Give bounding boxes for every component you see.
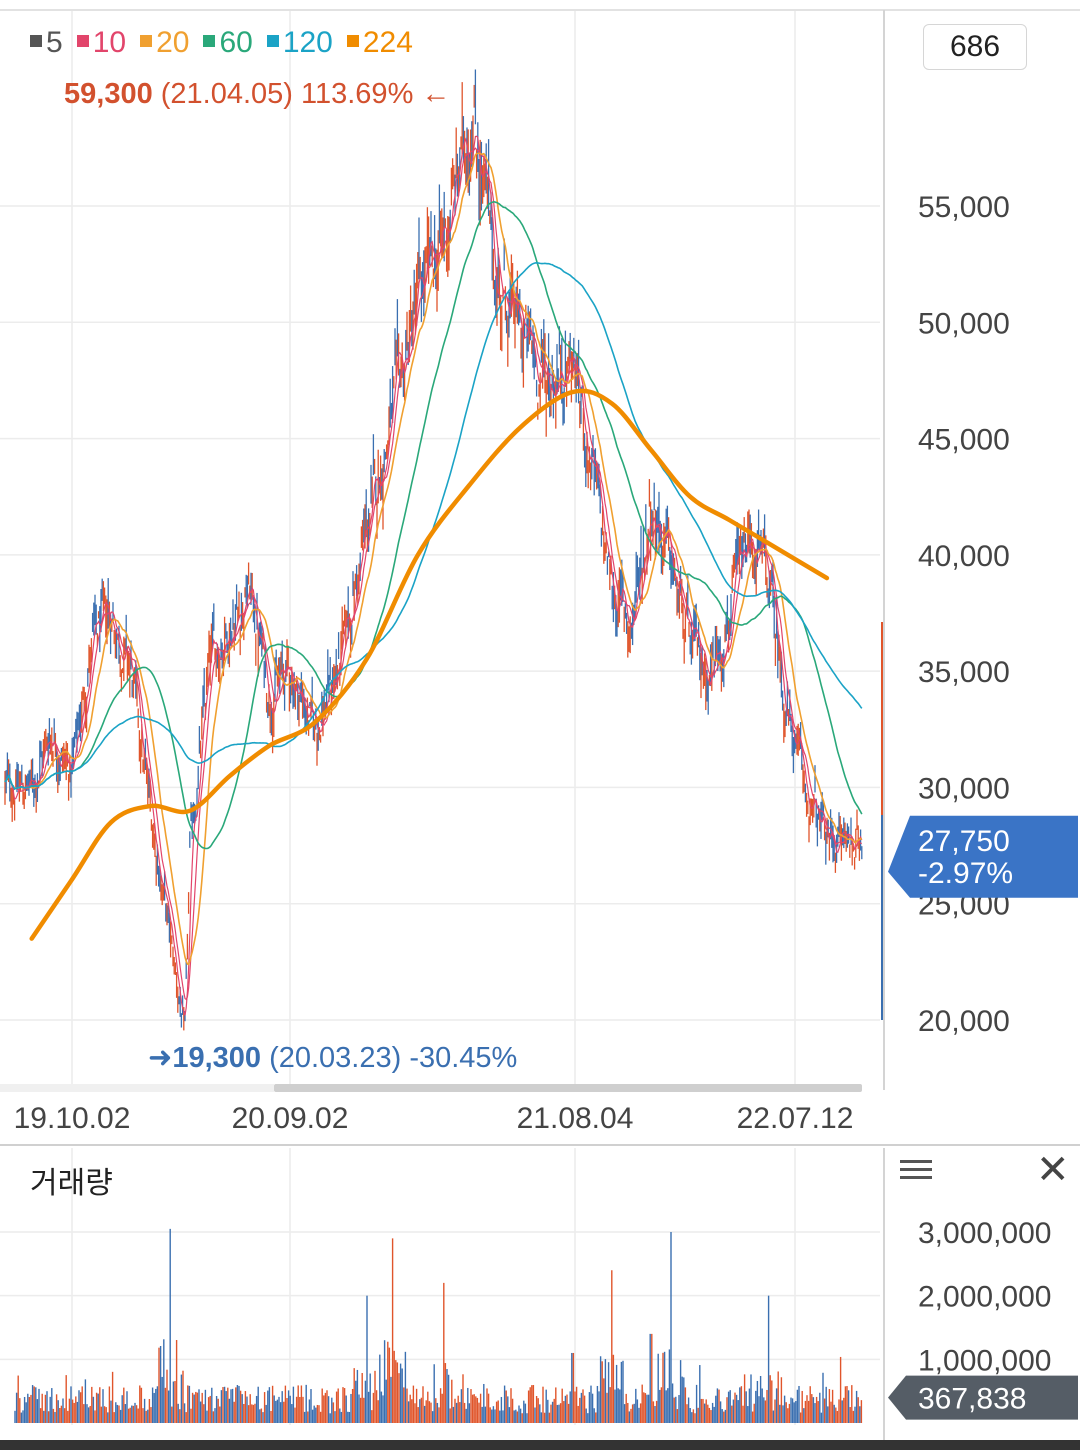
high-price-value: 59,300 (64, 78, 153, 110)
legend-item-10[interactable]: 10 (76, 26, 127, 59)
price-tick-label: 40,000 (918, 540, 1010, 573)
low-price-value: 19,300 (172, 1042, 262, 1074)
legend-label: 60 (219, 26, 253, 59)
price-tick-label: 20,000 (918, 1005, 1010, 1038)
right-arrow-icon: ➜ (148, 1042, 173, 1074)
legend-item-60[interactable]: 60 (203, 26, 253, 59)
candle-count-box[interactable]: 686 (923, 24, 1027, 70)
legend-swatch (346, 35, 359, 48)
date-tick-label: 22.07.12 (737, 1102, 854, 1135)
legend-swatch (76, 35, 89, 48)
ma-5-line (4, 135, 863, 1016)
price-tick-label: 45,000 (918, 424, 1010, 457)
ma-20-line (4, 152, 863, 966)
current-volume-label: 367,838 (918, 1383, 1026, 1416)
legend-item-5[interactable]: 5 (30, 26, 63, 59)
moving-average-legend: 5 10 20 60 120 224 (30, 26, 427, 60)
date-tick-label: 20.09.02 (232, 1102, 349, 1135)
legend-item-120[interactable]: 120 (266, 26, 333, 59)
close-icon[interactable]: ✕ (1036, 1148, 1070, 1192)
legend-label: 120 (282, 26, 333, 59)
legend-item-224[interactable]: 224 (346, 26, 413, 59)
low-price-detail: (20.03.23) -30.45% (261, 1042, 518, 1074)
bottom-bar (0, 1440, 1080, 1450)
legend-label: 20 (156, 26, 190, 59)
ma-224-line (29, 388, 830, 941)
high-price-detail: (21.04.05) 113.69% (152, 78, 422, 110)
legend-swatch (140, 35, 153, 48)
price-tick-label: 50,000 (918, 307, 1010, 340)
legend-label: 10 (92, 26, 127, 59)
date-tick-label: 21.08.04 (517, 1102, 634, 1135)
price-tick-label: 55,000 (918, 191, 1010, 224)
legend-swatch (266, 35, 279, 48)
ma-120-line (4, 261, 863, 790)
legend-item-20[interactable]: 20 (140, 26, 189, 59)
volume-title: 거래량 (30, 1167, 113, 1200)
legend-swatch (30, 35, 42, 48)
price-tick-label: 35,000 (918, 656, 1010, 689)
range-scrollbar[interactable] (274, 1084, 862, 1092)
high-price-annotation: 59,300 (21.04.05) 113.69% ← (64, 78, 450, 111)
left-arrow-icon: ← (421, 78, 451, 110)
current-price-label: 27,750 (918, 825, 1010, 858)
date-tick-label: 19.10.02 (14, 1102, 131, 1135)
current-change-label: -2.97% (918, 857, 1013, 890)
volume-tick-label: 3,000,000 (918, 1217, 1051, 1250)
price-tick-label: 30,000 (918, 772, 1010, 805)
volume-tick-label: 1,000,000 (918, 1344, 1051, 1377)
volume-tick-label: 2,000,000 (918, 1281, 1051, 1314)
legend-label: 224 (362, 26, 413, 59)
current-volume-tag (888, 1375, 1078, 1420)
current-price-tag (888, 815, 1078, 898)
low-price-annotation: ➜19,300 (20.03.23) -30.45% (148, 1040, 517, 1075)
range-scrollbar-track (0, 1084, 274, 1092)
ma-60-line (4, 200, 863, 850)
legend-swatch (203, 35, 216, 48)
legend-label: 5 (46, 26, 63, 59)
menu-icon[interactable] (900, 1155, 932, 1185)
